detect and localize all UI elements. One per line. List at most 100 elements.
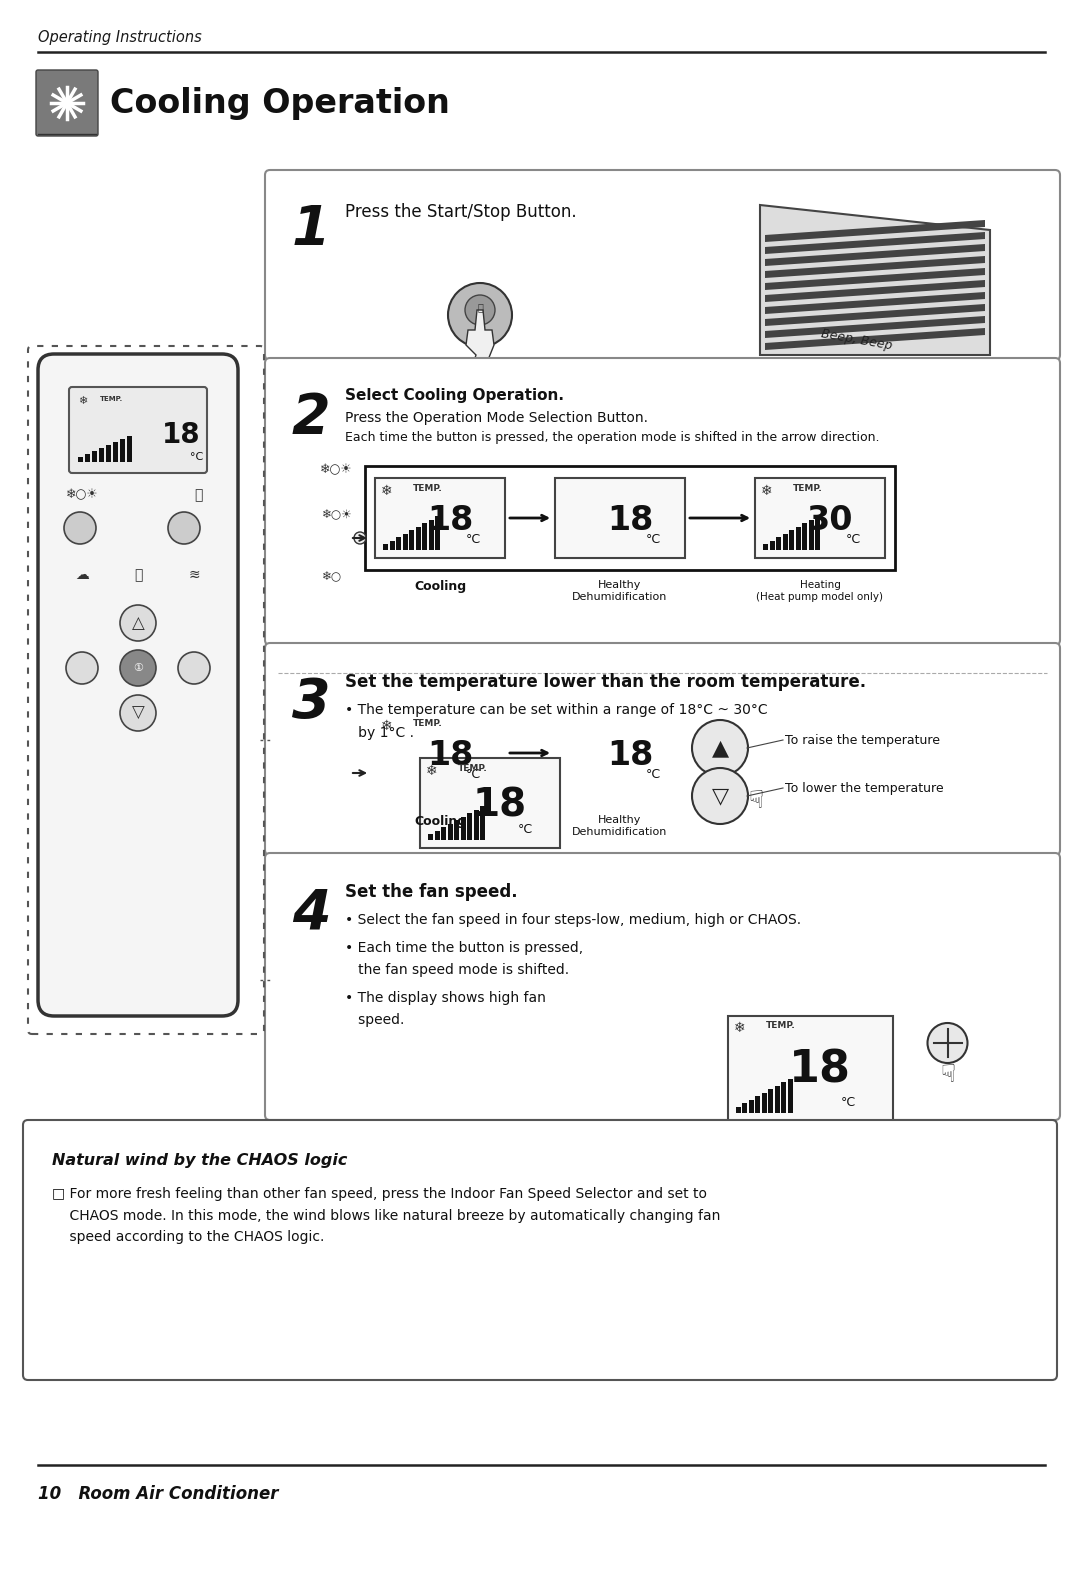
Text: TEMP.: TEMP.	[413, 719, 443, 728]
Polygon shape	[765, 280, 985, 302]
Polygon shape	[435, 750, 440, 785]
Text: □ For more fresh feeling than other fan speed, press the Indoor Fan Speed Select: □ For more fresh feeling than other fan …	[52, 1187, 720, 1244]
FancyBboxPatch shape	[38, 355, 238, 1016]
Polygon shape	[390, 776, 394, 785]
Text: 10   Room Air Conditioner: 10 Room Air Conditioner	[38, 1485, 279, 1502]
Text: Press the Start/Stop Button.: Press the Start/Stop Button.	[345, 203, 577, 222]
Text: Select Cooling Operation.: Select Cooling Operation.	[345, 388, 564, 404]
Text: Operating Instructions: Operating Instructions	[38, 30, 202, 44]
Polygon shape	[429, 519, 433, 549]
Text: △: △	[132, 614, 145, 632]
Polygon shape	[422, 522, 427, 549]
Polygon shape	[765, 220, 985, 242]
Text: TEMP.: TEMP.	[413, 484, 443, 492]
FancyBboxPatch shape	[69, 386, 207, 473]
Text: 🕐: 🕐	[194, 488, 202, 502]
Text: 18: 18	[607, 739, 653, 771]
Polygon shape	[765, 304, 985, 326]
Polygon shape	[422, 758, 427, 785]
Polygon shape	[416, 761, 420, 785]
Text: Beep, Beep: Beep, Beep	[820, 328, 893, 353]
FancyBboxPatch shape	[375, 712, 505, 793]
Polygon shape	[755, 1095, 760, 1113]
Text: • Each time the button is pressed,: • Each time the button is pressed,	[345, 940, 583, 955]
Text: 3: 3	[292, 676, 330, 730]
Circle shape	[64, 511, 96, 545]
Polygon shape	[748, 1100, 754, 1113]
Polygon shape	[416, 527, 420, 549]
Polygon shape	[99, 448, 104, 462]
Circle shape	[448, 283, 512, 347]
Polygon shape	[765, 233, 985, 253]
Polygon shape	[781, 1083, 786, 1113]
Circle shape	[692, 768, 748, 825]
FancyBboxPatch shape	[375, 478, 505, 557]
Circle shape	[354, 532, 366, 545]
Polygon shape	[765, 256, 985, 279]
Text: °C: °C	[465, 768, 481, 780]
Polygon shape	[383, 545, 388, 549]
Polygon shape	[106, 445, 111, 462]
Polygon shape	[465, 310, 494, 375]
Polygon shape	[777, 537, 781, 549]
Polygon shape	[796, 527, 800, 549]
Polygon shape	[774, 1086, 780, 1113]
FancyBboxPatch shape	[36, 70, 98, 136]
Text: TEMP.: TEMP.	[793, 484, 823, 492]
Polygon shape	[454, 820, 459, 841]
Polygon shape	[467, 814, 472, 841]
FancyBboxPatch shape	[265, 643, 1059, 855]
Polygon shape	[78, 457, 83, 462]
Polygon shape	[765, 244, 985, 266]
Text: TEMP.: TEMP.	[100, 396, 123, 402]
Text: 18: 18	[427, 503, 473, 537]
Polygon shape	[127, 435, 132, 462]
Text: ❄○☀: ❄○☀	[322, 508, 353, 521]
Text: °C: °C	[465, 533, 481, 546]
Text: 1: 1	[292, 203, 330, 256]
Text: ≋: ≋	[188, 568, 200, 583]
Polygon shape	[787, 1078, 793, 1113]
FancyBboxPatch shape	[265, 853, 1059, 1121]
Circle shape	[120, 695, 156, 731]
Text: 18: 18	[162, 421, 201, 450]
Polygon shape	[742, 1103, 747, 1113]
Text: ❄○☀: ❄○☀	[320, 462, 353, 476]
FancyBboxPatch shape	[728, 1016, 892, 1121]
Text: Set the temperature lower than the room temperature.: Set the temperature lower than the room …	[345, 673, 866, 692]
FancyBboxPatch shape	[755, 478, 885, 557]
Text: ⓘ: ⓘ	[477, 302, 483, 312]
Text: the fan speed mode is shifted.: the fan speed mode is shifted.	[345, 962, 569, 977]
Text: ❄: ❄	[381, 719, 393, 733]
FancyBboxPatch shape	[265, 169, 1059, 359]
Text: ❄: ❄	[733, 1021, 745, 1035]
Polygon shape	[789, 530, 794, 549]
Text: • The display shows high fan: • The display shows high fan	[345, 991, 545, 1005]
Circle shape	[692, 720, 748, 776]
Text: Cooling Operation: Cooling Operation	[110, 87, 450, 119]
Text: ☟: ☟	[940, 1064, 955, 1088]
Polygon shape	[396, 537, 401, 549]
Polygon shape	[815, 516, 820, 549]
Text: Natural wind by the CHAOS logic: Natural wind by the CHAOS logic	[52, 1152, 348, 1168]
Text: °C: °C	[190, 453, 203, 462]
Text: To raise the temperature: To raise the temperature	[785, 733, 940, 747]
Text: ①: ①	[133, 663, 143, 673]
Text: ❄○: ❄○	[322, 570, 342, 583]
Polygon shape	[403, 533, 407, 549]
Polygon shape	[113, 442, 118, 462]
Polygon shape	[765, 317, 985, 339]
Polygon shape	[802, 522, 807, 549]
Polygon shape	[92, 451, 97, 462]
Circle shape	[168, 511, 200, 545]
Text: ❄○☀: ❄○☀	[66, 488, 98, 500]
Polygon shape	[85, 454, 90, 462]
Circle shape	[120, 651, 156, 685]
Text: 18: 18	[427, 739, 473, 771]
Circle shape	[354, 768, 366, 779]
Circle shape	[928, 1023, 968, 1064]
Polygon shape	[765, 291, 985, 313]
Text: Press the Operation Mode Selection Button.: Press the Operation Mode Selection Butto…	[345, 412, 648, 424]
Text: ❄: ❄	[761, 484, 772, 499]
Polygon shape	[434, 831, 440, 841]
